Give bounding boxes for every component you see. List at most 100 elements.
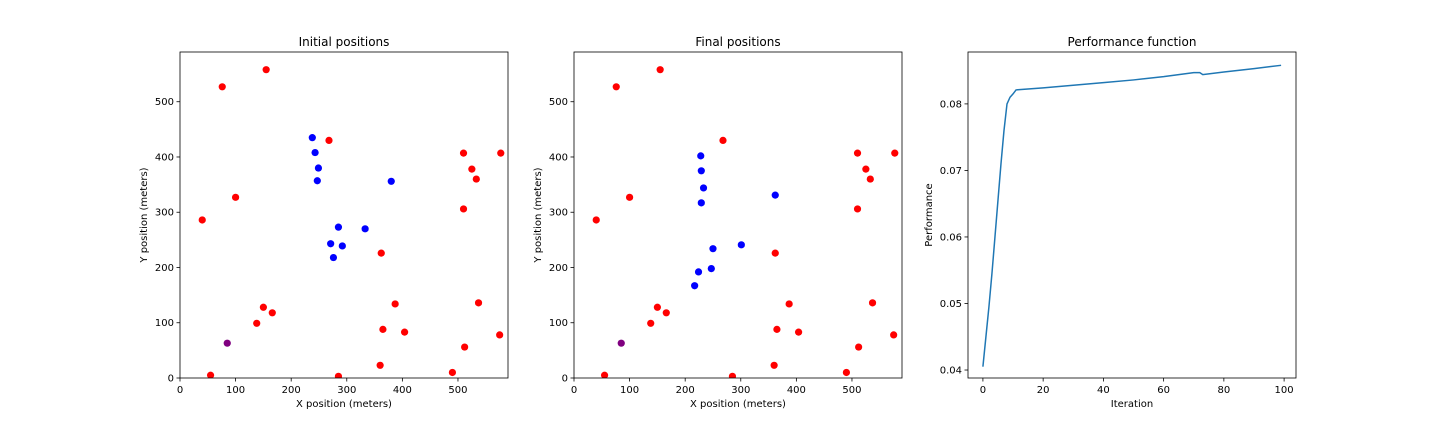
data-point: [647, 319, 655, 327]
data-point: [853, 205, 862, 213]
data-point: [794, 328, 803, 336]
data-point: [771, 249, 779, 257]
data-point: [600, 371, 609, 378]
data-point: [387, 177, 395, 185]
y-tick-label: 500: [549, 97, 568, 108]
y-tick-label: 300: [549, 208, 568, 219]
x-tick-label: 60: [1157, 385, 1170, 396]
data-point: [253, 319, 261, 327]
data-point: [697, 199, 705, 207]
data-point: [472, 175, 480, 183]
data-point: [268, 309, 276, 317]
data-point: [459, 205, 468, 213]
series-line: [982, 64, 1282, 367]
data-point: [400, 328, 409, 336]
x-tick-label: 400: [393, 385, 412, 396]
plot-area: [982, 64, 1282, 367]
data-point: [891, 149, 899, 157]
y-tick-label: 0.08: [940, 99, 962, 110]
data-point: [697, 152, 705, 160]
data-point: [259, 303, 267, 311]
data-point: [308, 134, 316, 142]
x-tick-label: 40: [1097, 385, 1110, 396]
data-point: [592, 216, 600, 224]
subplot-3: Performance function 0 20 40 60 80 100 0.04 0.05…: [924, 35, 1297, 410]
y-tick-label: 0.07: [940, 166, 962, 177]
data-point: [391, 300, 399, 308]
data-point: [468, 165, 476, 173]
data-point: [697, 167, 705, 175]
data-point: [625, 193, 634, 201]
data-point: [262, 66, 270, 74]
data-point: [709, 245, 717, 253]
axes-frame: [179, 51, 509, 379]
data-point: [694, 268, 703, 276]
data-point: [866, 175, 874, 183]
data-point: [223, 339, 231, 347]
x-tick-label: 0: [177, 385, 183, 396]
data-point: [376, 361, 384, 369]
y-tick-label: 0.06: [940, 232, 962, 243]
data-point: [653, 303, 661, 311]
data-point: [890, 331, 898, 339]
y-tick-label: 200: [155, 263, 174, 274]
x-tick-label: 500: [448, 385, 467, 396]
data-point: [707, 264, 715, 273]
x-tick-label: 20: [1037, 385, 1050, 396]
data-point: [617, 339, 625, 347]
x-tick-label: 300: [337, 385, 356, 396]
data-point: [497, 149, 505, 157]
data-point: [327, 240, 335, 248]
data-point: [862, 165, 870, 173]
y-tick-label: 0.05: [940, 299, 962, 310]
data-point: [656, 66, 664, 74]
x-tick-label: 80: [1217, 385, 1230, 396]
x-tick-label: 100: [620, 385, 639, 396]
y-tick-label: 300: [155, 208, 174, 219]
x-tick-label: 0: [980, 385, 986, 396]
y-tick-label: 0: [168, 374, 174, 385]
data-point: [612, 83, 620, 91]
data-point: [785, 300, 793, 308]
x-tick-label: 100: [1275, 385, 1294, 396]
x-tick-label: 500: [842, 385, 861, 396]
chart-title: Initial positions: [299, 35, 390, 49]
chart-title: Performance function: [1068, 35, 1197, 49]
data-point: [448, 368, 457, 377]
data-point: [737, 241, 745, 249]
subplot-2: Final positions 0 100 200 300 400 500 0 100 200 30…: [533, 35, 903, 410]
data-point: [474, 299, 483, 307]
y-axis-label: Y position (meters): [533, 167, 544, 263]
y-tick-label: 0: [562, 374, 568, 385]
data-point: [461, 343, 469, 351]
x-tick-label: 400: [787, 385, 806, 396]
axes-frame: [967, 51, 1297, 379]
data-point: [855, 343, 863, 351]
axes-frame: [573, 51, 903, 379]
data-point: [459, 149, 468, 157]
data-point: [338, 242, 346, 250]
data-point: [198, 216, 206, 224]
subplot-1: Initial positions 0 100 200 300 400 500 0 100 200…: [139, 35, 509, 410]
y-tick-label: 500: [155, 97, 174, 108]
data-point: [334, 223, 343, 231]
x-axis-label: X position (meters): [690, 399, 786, 410]
data-point: [773, 325, 781, 333]
data-point: [361, 225, 369, 233]
y-tick-label: 400: [549, 152, 568, 163]
y-tick-label: 100: [155, 318, 174, 329]
x-tick-label: 0: [571, 385, 577, 396]
data-point: [662, 309, 670, 317]
x-tick-label: 300: [731, 385, 750, 396]
data-point: [325, 136, 333, 145]
x-tick-label: 200: [676, 385, 695, 396]
y-tick-label: 0.04: [940, 366, 962, 377]
data-point: [691, 282, 699, 290]
data-point: [771, 191, 779, 199]
y-tick-label: 400: [155, 152, 174, 163]
data-point: [842, 368, 851, 377]
data-point: [699, 184, 708, 192]
data-point: [218, 83, 226, 91]
data-point: [377, 249, 385, 257]
